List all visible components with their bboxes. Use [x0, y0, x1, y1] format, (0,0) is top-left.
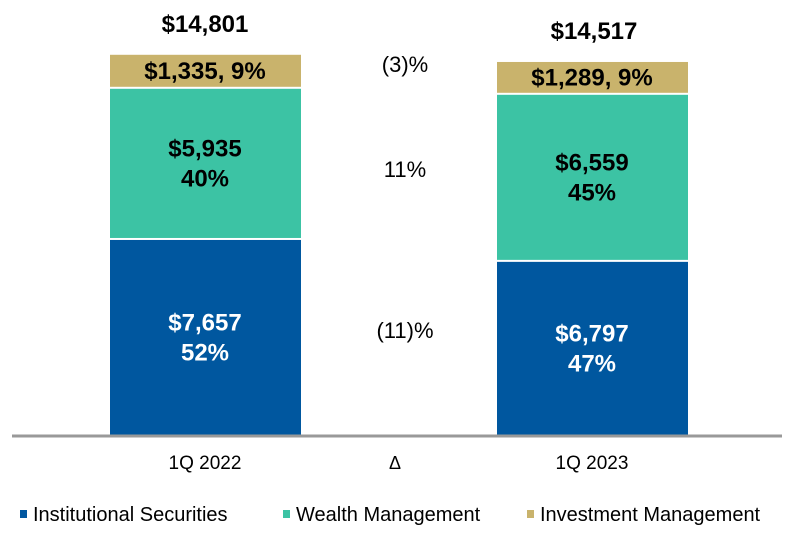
x-tick-label: 1Q 2022 — [169, 453, 242, 474]
x-tick-label: 1Q 2023 — [556, 453, 629, 474]
segment-label: $6,559 — [555, 149, 628, 176]
segment-label: $6,797 — [555, 320, 628, 347]
bar-segment-investment-management — [110, 54, 301, 87]
segment-label: $5,935 — [168, 135, 241, 162]
segment-label: $1,335, 9% — [144, 58, 265, 85]
segment-label: $7,657 — [168, 309, 241, 336]
legend-label: Institutional Securities — [33, 504, 228, 526]
total-label: $14,517 — [551, 18, 638, 45]
legend-label: Investment Management — [540, 504, 761, 526]
bar-segment-wealth-management — [110, 88, 301, 238]
segment-label: 45% — [568, 179, 616, 206]
delta-label: (11)% — [376, 318, 433, 343]
legend-swatch — [283, 510, 290, 518]
delta-label: 11% — [384, 157, 426, 182]
bar-segment-wealth-management — [497, 94, 688, 260]
segment-label: 40% — [181, 165, 229, 192]
segment-label: 47% — [568, 350, 616, 377]
total-label: $14,801 — [162, 11, 249, 38]
segment-label: 52% — [181, 339, 229, 366]
bar-segment-investment-management — [497, 61, 688, 93]
bar-segment-institutional-securities — [110, 239, 301, 435]
legend-swatch — [527, 510, 534, 518]
segment-label: $1,289, 9% — [531, 64, 652, 91]
legend-swatch — [20, 510, 27, 518]
legend-label: Wealth Management — [296, 504, 481, 526]
delta-header: Δ — [389, 453, 401, 473]
bar-segment-institutional-securities — [497, 261, 688, 435]
delta-label: (3)% — [382, 52, 428, 77]
